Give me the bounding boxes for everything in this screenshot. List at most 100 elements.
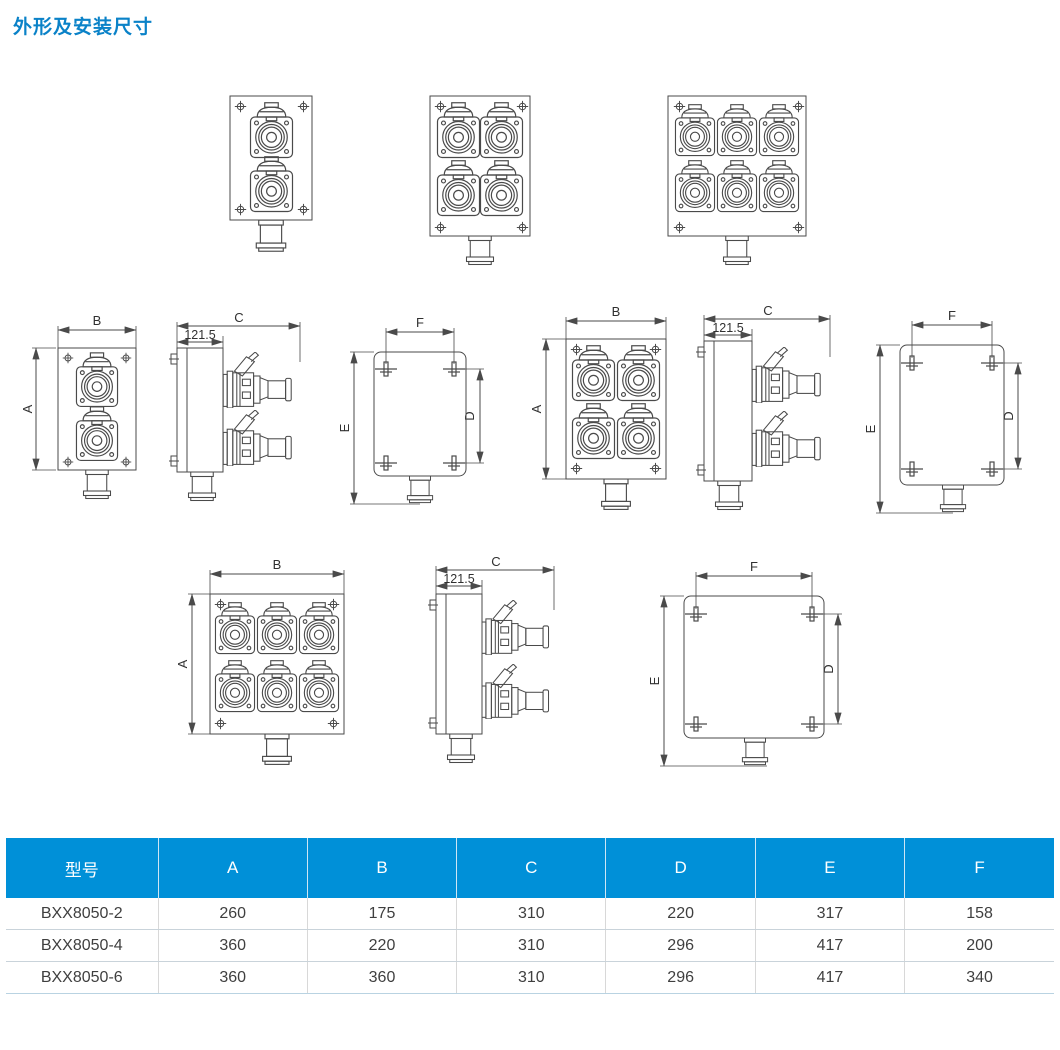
socket-front-icon <box>758 104 800 157</box>
dimension-flange-depth: 121.5 <box>176 328 224 348</box>
socket-front-icon <box>479 102 524 159</box>
mounting-lug-icon <box>374 455 398 471</box>
cell-model: BXX8050-2 <box>6 898 159 930</box>
cable-gland-icon <box>741 738 769 766</box>
socket-front-icon <box>298 602 340 655</box>
corner-screw-icon <box>214 717 227 730</box>
dimension-d: D <box>996 362 1022 470</box>
mounting-lug-icon <box>900 355 924 371</box>
cable-gland-icon <box>722 236 752 266</box>
cell-c: 310 <box>456 961 607 994</box>
cell-model: BXX8050-6 <box>6 961 159 994</box>
dimension-f: F <box>695 559 813 609</box>
dimension-e: E <box>647 595 767 767</box>
corner-screw-icon <box>327 598 340 611</box>
dimension-d: D <box>458 368 484 464</box>
socket-front-icon <box>716 104 758 157</box>
plug-side-icon <box>223 410 292 466</box>
dimension-a: A <box>20 347 56 471</box>
cable-gland-icon <box>255 220 287 252</box>
cell-b: 220 <box>307 929 458 962</box>
corner-screw-icon <box>570 462 583 475</box>
dimension-d: D <box>816 613 842 725</box>
corner-screw-icon <box>673 100 686 113</box>
dimension-b: B <box>565 304 667 339</box>
table-row: BXX8050-4 360 220 310 296 417 200 <box>6 929 1054 962</box>
corner-screw-icon <box>297 203 310 216</box>
dim-label-f: F <box>750 559 758 574</box>
cable-gland-icon <box>465 236 495 266</box>
cable-gland-icon <box>406 476 434 504</box>
mounting-lug-icon <box>900 461 924 477</box>
mounting-lug-icon <box>800 716 824 732</box>
dim-label-c: C <box>763 303 772 318</box>
cell-d: 296 <box>605 929 756 962</box>
socket-front-icon <box>298 660 340 713</box>
dimension-flange-depth: 121.5 <box>435 572 483 594</box>
cable-gland-icon <box>601 479 631 510</box>
dim-label-f: F <box>416 315 424 330</box>
dimension-b: B <box>57 313 137 348</box>
mounting-lug-icon <box>374 361 398 377</box>
corner-screw-icon <box>649 343 662 356</box>
corner-screw-icon <box>120 456 132 468</box>
drawing-side-dim-4-socket: C 121.5 <box>696 303 831 511</box>
table-row: BXX8050-6 360 360 310 296 417 340 <box>6 961 1054 994</box>
corner-screw-icon <box>516 100 529 113</box>
corner-screw-icon <box>673 221 686 234</box>
socket-front-icon <box>716 160 758 213</box>
col-header-a: A <box>158 838 308 898</box>
plug-side-icon <box>482 664 550 719</box>
corner-screw-icon <box>234 100 247 113</box>
cell-e: 417 <box>755 929 906 962</box>
dim-label-f: F <box>948 308 956 323</box>
drawing-back-dim-4-socket: F E D <box>863 308 1022 514</box>
col-header-model: 型号 <box>6 838 159 898</box>
drawing-front-view-4-socket <box>429 95 531 266</box>
corner-screw-icon <box>120 352 132 364</box>
drawing-front-dim-2-socket: B A <box>20 313 137 500</box>
table-row: BXX8050-2 260 175 310 220 317 158 <box>6 898 1054 930</box>
cell-c: 310 <box>456 929 607 962</box>
corner-screw-icon <box>570 343 583 356</box>
socket-front-icon <box>674 160 716 213</box>
dim-label-d: D <box>462 411 477 420</box>
dimension-flange-depth: 121.5 <box>703 321 753 341</box>
socket-front-icon <box>436 160 481 217</box>
mounting-lug-icon <box>442 455 466 471</box>
dimension-e: E <box>863 344 953 514</box>
mounting-lug-icon <box>980 355 1004 371</box>
col-header-f: F <box>904 838 1054 898</box>
corner-screw-icon <box>327 717 340 730</box>
dimension-a: A <box>529 338 566 480</box>
plug-side-icon <box>752 411 821 467</box>
dim-label-d: D <box>821 664 836 673</box>
dimension-f: F <box>385 315 455 364</box>
dim-label-121-5: 121.5 <box>184 328 215 342</box>
drawing-front-dim-4-socket: B A <box>529 304 667 510</box>
plug-side-icon <box>752 347 821 403</box>
cable-gland-icon <box>262 734 292 765</box>
drawing-back-dim-2-socket: F E D <box>337 315 484 505</box>
dim-label-c: C <box>491 554 500 569</box>
drawing-front-view-2-socket <box>229 95 313 252</box>
socket-front-icon <box>256 602 298 655</box>
socket-front-icon <box>571 345 616 402</box>
col-header-b: B <box>307 838 458 898</box>
mounting-lug-icon <box>800 606 824 622</box>
col-header-d: D <box>605 838 756 898</box>
corner-screw-icon <box>214 598 227 611</box>
socket-front-icon <box>479 160 524 217</box>
cell-model: BXX8050-4 <box>6 929 159 962</box>
cell-e: 417 <box>755 961 906 994</box>
cell-d: 220 <box>605 898 756 930</box>
dim-label-c: C <box>234 310 243 325</box>
dim-label-a: A <box>175 659 190 668</box>
corner-screw-icon <box>62 352 74 364</box>
cable-gland-icon <box>187 472 217 502</box>
mounting-lug-icon <box>442 361 466 377</box>
cable-gland-icon <box>714 481 744 511</box>
drawing-front-dim-6-socket: B A <box>175 557 345 765</box>
dim-label-e: E <box>647 676 662 685</box>
dim-label-121-5: 121.5 <box>443 572 474 586</box>
